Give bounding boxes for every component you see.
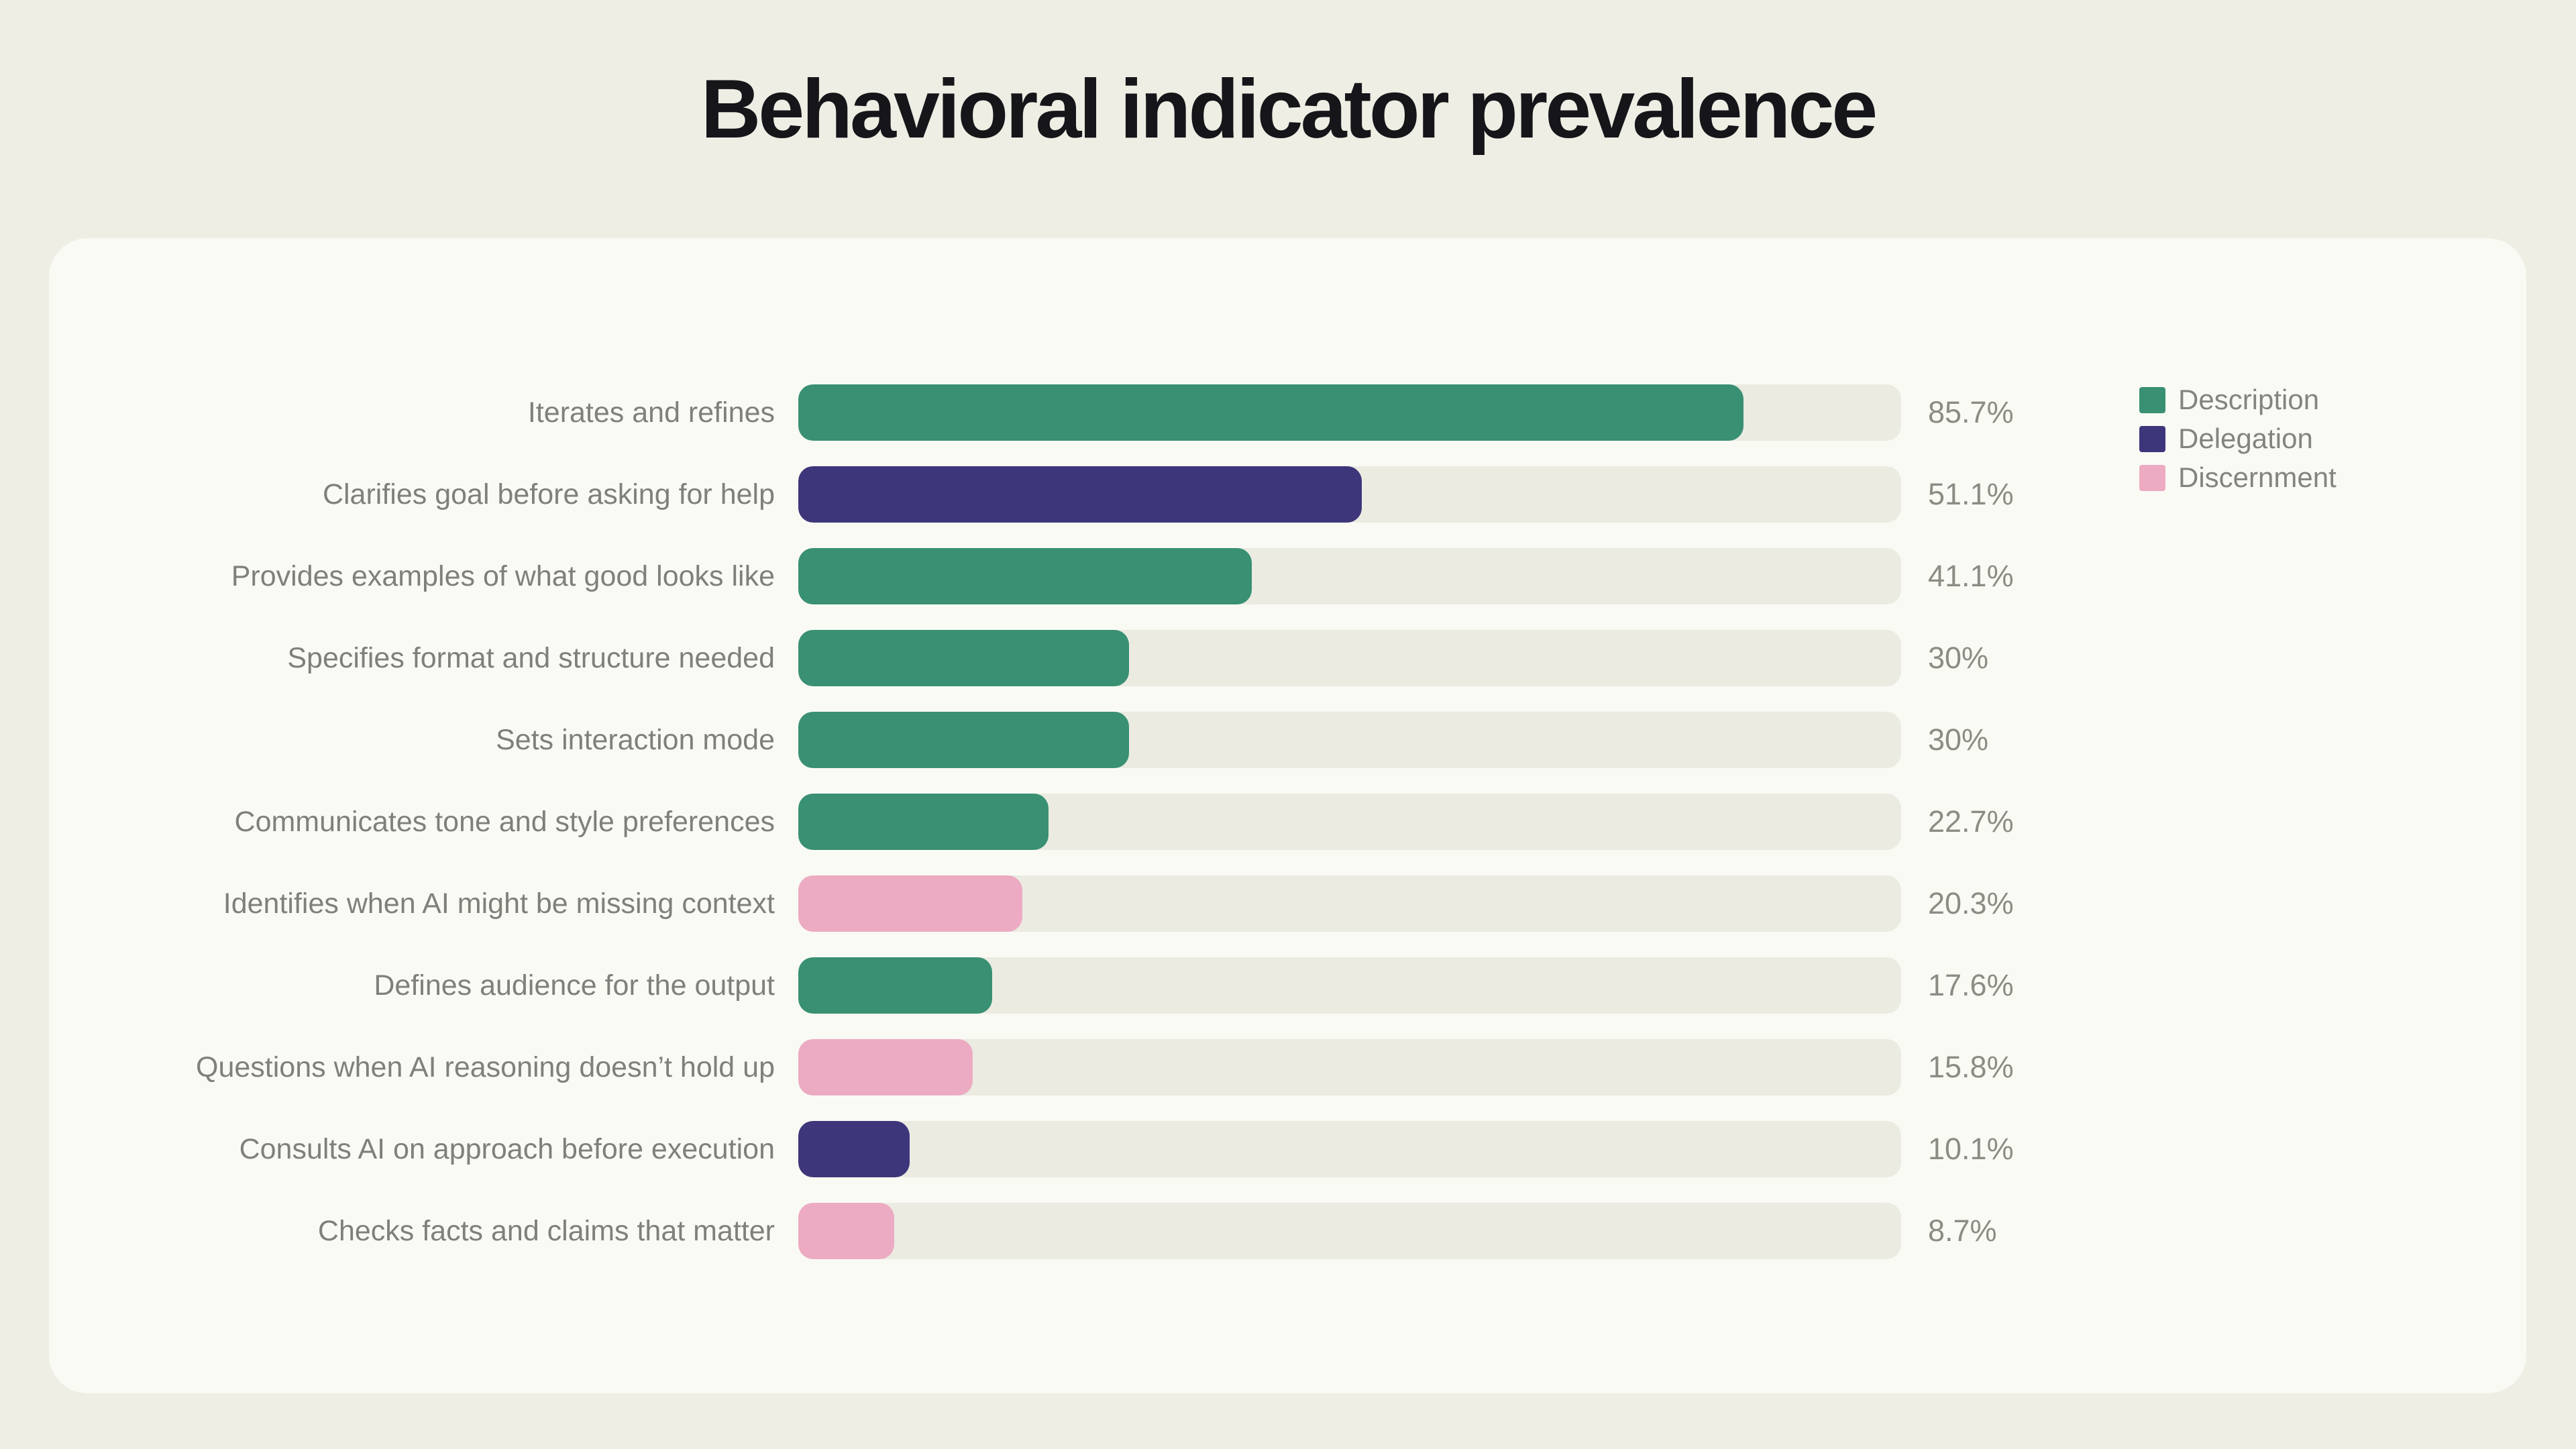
legend-swatch-icon: [2139, 464, 2165, 491]
chart-row: Specifies format and structure needed 30%: [49, 617, 2526, 699]
value-label: 15.8%: [1928, 1050, 2014, 1084]
value-label: 22.7%: [1928, 804, 2014, 839]
chart-row: Iterates and refines 85.7%: [49, 372, 2526, 453]
legend-item: Delegation: [2139, 423, 2337, 454]
bar-chart: Iterates and refines 85.7% Clarifies goal …: [49, 372, 2526, 1272]
bar-track: [798, 957, 1901, 1014]
bar-track: [798, 630, 1901, 686]
bar-fill: [798, 548, 1252, 604]
chart-row: Checks facts and claims that matter 8.7%: [49, 1190, 2526, 1272]
bar-fill: [798, 794, 1049, 850]
bar-track: [798, 712, 1901, 768]
row-label: Sets interaction mode: [496, 723, 775, 756]
bar-track: [798, 466, 1901, 523]
chart-row: Clarifies goal before asking for help 51.…: [49, 453, 2526, 535]
value-label: 30%: [1928, 641, 1989, 675]
chart-card: Iterates and refines 85.7% Clarifies goal …: [49, 238, 2526, 1393]
legend-item: Discernment: [2139, 462, 2337, 493]
bar-track: [798, 1121, 1901, 1177]
bar-fill: [798, 1203, 895, 1259]
value-label: 41.1%: [1928, 559, 2014, 593]
value-label: 17.6%: [1928, 968, 2014, 1002]
bar-track: [798, 548, 1901, 604]
legend-label: Discernment: [2178, 462, 2337, 493]
row-label: Provides examples of what good looks lik…: [231, 559, 775, 592]
row-label: Iterates and refines: [527, 396, 775, 429]
chart-row: Consults AI on approach before execution…: [49, 1108, 2526, 1190]
row-label: Identifies when AI might be missing cont…: [223, 887, 775, 920]
bar-fill: [798, 957, 993, 1014]
chart-row: Provides examples of what good looks lik…: [49, 535, 2526, 617]
row-label: Clarifies goal before asking for help: [322, 478, 775, 511]
bar-track: [798, 384, 1901, 441]
bar-fill: [798, 466, 1362, 523]
legend: Description Delegation Discernment: [2139, 384, 2337, 493]
legend-swatch-icon: [2139, 425, 2165, 452]
row-label: Defines audience for the output: [374, 969, 775, 1002]
chart-row: Defines audience for the output 17.6%: [49, 945, 2526, 1026]
bar-fill: [798, 630, 1130, 686]
value-label: 51.1%: [1928, 477, 2014, 511]
bar-fill: [798, 875, 1022, 932]
row-label: Communicates tone and style preferences: [234, 805, 775, 838]
bar-fill: [798, 384, 1743, 441]
legend-swatch-icon: [2139, 386, 2165, 413]
bar-track: [798, 794, 1901, 850]
value-label: 20.3%: [1928, 886, 2014, 920]
value-label: 30%: [1928, 722, 1989, 757]
bar-track: [798, 1203, 1901, 1259]
bar-fill: [798, 1121, 910, 1177]
row-label: Specifies format and structure needed: [287, 641, 775, 674]
value-label: 85.7%: [1928, 395, 2014, 429]
row-label: Questions when AI reasoning doesn’t hold…: [196, 1051, 775, 1083]
legend-item: Description: [2139, 384, 2337, 415]
value-label: 10.1%: [1928, 1132, 2014, 1166]
value-label: 8.7%: [1928, 1214, 1997, 1248]
legend-label: Delegation: [2178, 423, 2313, 454]
chart-row: Communicates tone and style preferences 2…: [49, 781, 2526, 863]
legend-label: Description: [2178, 384, 2320, 415]
chart-row: Identifies when AI might be missing cont…: [49, 863, 2526, 945]
row-label: Consults AI on approach before execution: [239, 1132, 775, 1165]
chart-title: Behavioral indicator prevalence: [700, 63, 1878, 156]
chart-row: Sets interaction mode 30%: [49, 699, 2526, 781]
bar-track: [798, 875, 1901, 932]
chart-row: Questions when AI reasoning doesn’t hold…: [49, 1026, 2526, 1108]
bar-track: [798, 1039, 1901, 1095]
bar-fill: [798, 712, 1130, 768]
bar-fill: [798, 1039, 973, 1095]
row-label: Checks facts and claims that matter: [317, 1214, 775, 1247]
